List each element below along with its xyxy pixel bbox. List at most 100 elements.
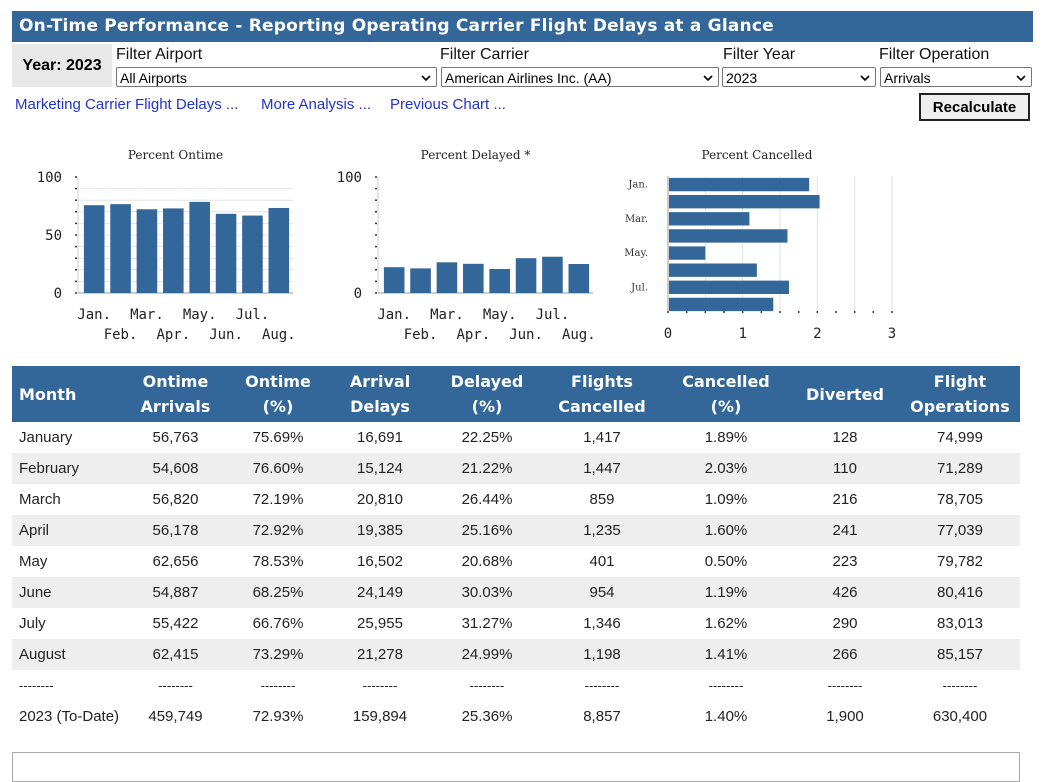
total-cell: 159,894 — [352, 708, 408, 725]
chart-percent-ontime: Percent Ontime 0 50 100 Jan. Feb. Mar. Apr. May.… — [20, 145, 310, 355]
x-tick-label: Mar. — [130, 307, 164, 323]
table-cell: 1,346 — [583, 615, 621, 632]
table-cell: 76.60% — [228, 453, 328, 484]
total-cell: 8,857 — [583, 708, 621, 725]
table-cell: April — [12, 515, 123, 546]
bar — [669, 229, 788, 243]
x-tick-label: Jul. — [236, 307, 270, 323]
filter-year-label: Filter Year — [723, 46, 796, 63]
table-cell: 66.76% — [252, 615, 304, 632]
table-cell: 77,039 — [900, 515, 1020, 546]
table-cell: 54,608 — [123, 453, 228, 484]
table-cell: 56,820 — [152, 491, 199, 508]
separator-cell: -------- — [942, 677, 978, 693]
bar — [669, 280, 789, 294]
y-tick-label: 50 — [45, 228, 62, 244]
table-cell: 56,763 — [152, 429, 199, 446]
link-more-analysis[interactable]: More Analysis ... — [261, 96, 372, 113]
bar — [489, 269, 510, 293]
table-cell: 62,415 — [123, 639, 228, 670]
filter-airport-value: All Airports — [120, 70, 187, 86]
table-cell: 78,705 — [937, 491, 983, 508]
table-cell: 401 — [589, 553, 615, 570]
x-tick-label: 1 — [738, 326, 746, 342]
chart-title: Percent Ontime — [128, 148, 223, 162]
filter-airport-select[interactable]: All Airports — [116, 67, 437, 87]
table-cell: 1.09% — [704, 491, 748, 508]
separator-cell: -------- — [708, 677, 744, 693]
delays-table: Month Ontime Arrivals Ontime (%) Arrival… — [12, 366, 1020, 768]
table-cell: August — [12, 639, 123, 670]
bar — [242, 215, 263, 293]
table-cell: June — [12, 577, 123, 608]
table-cell: 80,416 — [900, 577, 1020, 608]
x-tick-label: Jun. — [509, 327, 543, 343]
filter-year-select[interactable]: 2023 — [722, 67, 876, 87]
table-cell: 2.03% — [662, 453, 790, 484]
table-cell: 859 — [589, 491, 615, 508]
table-row: July 55,422 66.76% 25,955 31.27% 1,346 1.62% 29… — [12, 608, 1020, 639]
table-cell: 68.25% — [228, 577, 328, 608]
table-cell: 25,955 — [357, 615, 403, 632]
bar — [542, 256, 563, 293]
table-row: March 56,820 72.19% 20,810 26.44% 859 1.09% 216… — [12, 484, 1020, 515]
col-header: Flight Operations — [900, 366, 1020, 422]
col-header-text: Flight Operations — [910, 372, 1010, 416]
table-cell: 954 — [542, 577, 662, 608]
separator-cell: -------- — [158, 677, 193, 693]
table-cell: 1,447 — [542, 453, 662, 484]
x-tick-label: Apr. — [456, 327, 490, 343]
footnote-box — [12, 752, 1020, 782]
table-cell: 62,656 — [152, 553, 199, 570]
bar — [669, 177, 810, 192]
chart-percent-delayed-svg: Percent Delayed * 0 100 Jan. Feb. Mar. Apr. May… — [337, 148, 596, 343]
col-header: Flights Cancelled — [542, 366, 662, 422]
table-cell: February — [12, 453, 123, 484]
filter-operation-select[interactable]: Arrivals — [880, 67, 1032, 87]
table-cell: 1.62% — [704, 615, 748, 632]
table-cell: 20,810 — [357, 491, 403, 508]
x-tick-label: 0 — [664, 326, 672, 342]
separator-cell: -------- — [469, 677, 505, 693]
recalculate-button[interactable]: Recalculate — [919, 93, 1030, 121]
link-marketing-carrier[interactable]: Marketing Carrier Flight Delays ... — [15, 96, 239, 113]
table-cell: 128 — [832, 429, 858, 446]
chart-title: Percent Cancelled — [702, 148, 813, 162]
bar — [268, 207, 290, 293]
col-header: Ontime Arrivals — [123, 366, 228, 422]
table-cell: 1,417 — [583, 429, 621, 446]
y-tick-label: May. — [624, 248, 648, 259]
x-tick-label: Aug. — [562, 327, 596, 343]
separator-cell: -------- — [362, 677, 398, 693]
separator-cell: -------- — [584, 677, 620, 693]
table-cell: 1.19% — [662, 577, 790, 608]
x-tick-label: 3 — [888, 326, 896, 342]
table-cell: 56,178 — [123, 515, 228, 546]
table-cell: 110 — [790, 453, 900, 484]
chart-percent-cancelled-svg: Percent Cancelled Jan. Mar. May. Jul. 0 1 2 3 — [624, 148, 896, 342]
table-cell: 0.50% — [704, 553, 748, 570]
chart-title: Percent Delayed * — [421, 148, 531, 162]
table-cell: 22.25% — [461, 429, 513, 446]
col-header: Delayed (%) — [432, 366, 542, 422]
col-header-text: Ontime (%) — [245, 372, 311, 416]
total-cell: 630,400 — [932, 708, 988, 725]
bar — [383, 267, 405, 293]
x-tick-label: Mar. — [430, 307, 464, 323]
table-total-row: 2023 (To-Date) 459,749 72.93% 159,894 25.36%… — [12, 700, 1020, 768]
col-header: Month — [12, 366, 123, 422]
table-cell: 241 — [790, 515, 900, 546]
link-previous-chart[interactable]: Previous Chart ... — [390, 96, 506, 113]
bar — [163, 208, 184, 293]
filter-carrier-select[interactable]: American Airlines Inc. (AA) — [441, 67, 719, 87]
chevron-down-icon — [1016, 75, 1026, 82]
table-cell: 16,502 — [357, 553, 403, 570]
filter-operation-value: Arrivals — [884, 70, 931, 86]
x-tick-label: Feb. — [404, 327, 438, 343]
bar — [410, 268, 431, 293]
table-row: February 54,608 76.60% 15,124 21.22% 1,447 2.0… — [12, 453, 1020, 484]
chart-percent-ontime-svg: Percent Ontime 0 50 100 Jan. Feb. Mar. Apr. May.… — [37, 148, 296, 343]
x-tick-label: May. — [183, 307, 217, 323]
y-tick-label: 100 — [37, 170, 62, 186]
table-cell: 20.68% — [461, 553, 513, 570]
